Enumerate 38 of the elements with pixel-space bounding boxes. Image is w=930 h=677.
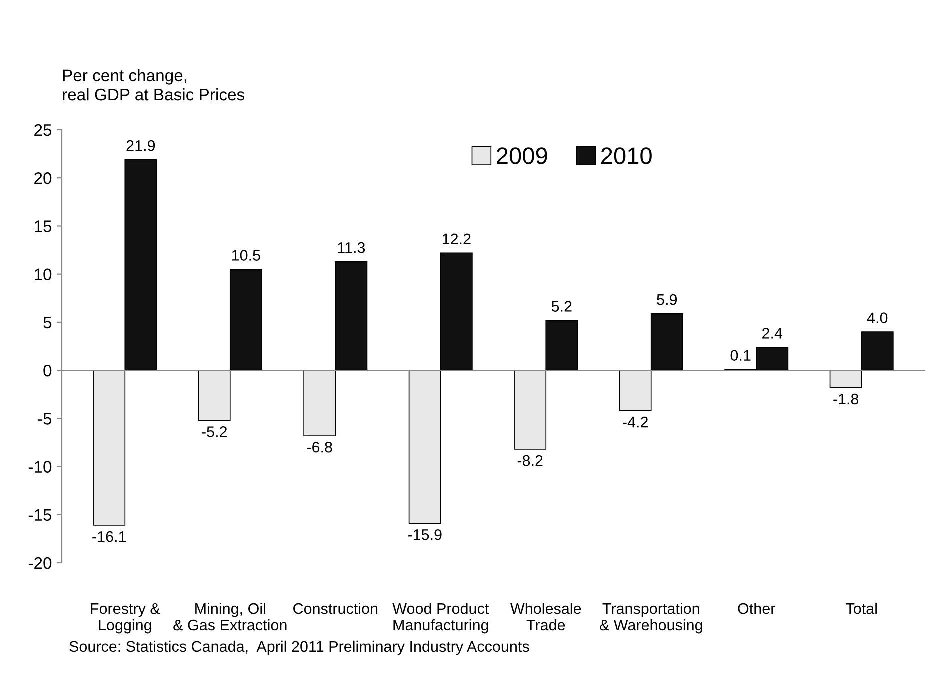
y-tick-label: -20 [28, 557, 52, 570]
x-tick-label: Wood Product Manufacturing [392, 603, 490, 634]
data-label: -6.8 [307, 442, 332, 453]
y-tick-label: 25 [34, 124, 52, 136]
x-tick-label: Mining, Oil & Gas Extraction [174, 603, 287, 631]
data-label: 21.9 [126, 140, 156, 152]
data-label: 2.4 [762, 328, 783, 339]
data-label: -16.1 [92, 531, 126, 542]
x-tick-label: Construction [294, 603, 378, 614]
x-tick-label: Wholesale Trade [510, 603, 582, 631]
x-tick-label: Transportation & Warehousing [600, 603, 702, 634]
x-tick-label: Forestry & Logging [91, 604, 160, 634]
data-label: 11.3 [338, 242, 366, 254]
data-label: 10.5 [232, 250, 260, 261]
x-tick-label: Total [846, 603, 877, 614]
y-tick-label: 5 [44, 317, 52, 329]
data-label: -5.2 [202, 426, 227, 438]
data-label: -8.2 [518, 455, 543, 466]
data-label: -15.9 [408, 530, 442, 540]
y-tick-label: -5 [38, 413, 52, 425]
y-axis-title: Per cent change, real GDP at Basic Prices [63, 69, 244, 101]
legend-label: 2010 [602, 148, 652, 164]
y-tick-label: 20 [34, 172, 52, 184]
data-label: 5.2 [552, 301, 572, 312]
y-tick-label: -15 [28, 509, 52, 522]
data-label: 12.2 [442, 234, 471, 244]
data-label: 5.9 [657, 294, 678, 306]
source-note: Source: Statistics Canada, April 2011 Preliminary Industry Accounts [70, 640, 530, 656]
y-tick-label: -10 [28, 461, 52, 473]
y-tick-label: 10 [35, 268, 52, 281]
y-tick-label: 15 [35, 220, 52, 232]
legend-label: 2009 [497, 148, 548, 164]
data-label: 0.1 [730, 350, 751, 362]
data-label: -4.2 [623, 416, 648, 428]
y-tick-label: 0 [44, 364, 52, 377]
data-label: 4.0 [867, 312, 888, 324]
x-tick-label: Other [738, 603, 776, 614]
data-label: -1.8 [834, 394, 859, 405]
